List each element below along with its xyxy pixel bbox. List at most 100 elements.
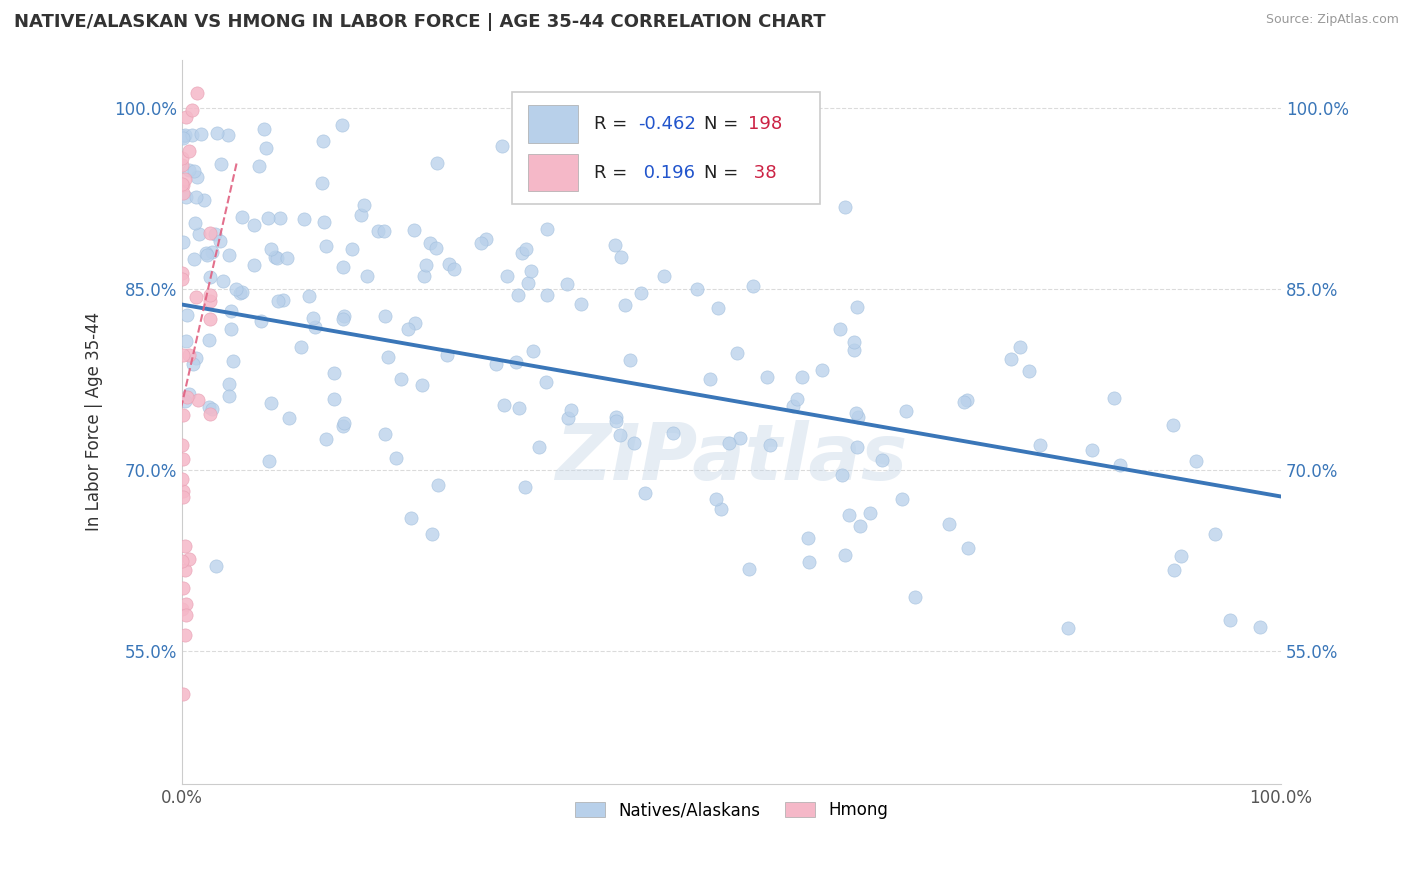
Point — [198, 333, 221, 347]
Point — [198, 226, 221, 240]
Point — [413, 268, 436, 283]
Point — [204, 227, 226, 242]
Point — [834, 200, 856, 214]
Point — [179, 163, 201, 178]
Point — [373, 224, 395, 238]
Point — [426, 156, 449, 170]
Point — [254, 140, 277, 154]
Point — [427, 478, 450, 492]
Text: R =: R = — [595, 115, 633, 133]
Point — [491, 139, 513, 153]
Point — [891, 491, 914, 506]
Point — [830, 322, 852, 336]
Point — [1081, 442, 1104, 457]
Point — [838, 508, 860, 523]
Point — [173, 539, 195, 553]
Point — [172, 687, 194, 701]
Point — [204, 558, 226, 573]
Point — [374, 310, 396, 324]
Point — [172, 177, 194, 191]
Point — [330, 118, 353, 132]
Point — [513, 480, 536, 494]
Point — [536, 222, 558, 236]
Point — [396, 322, 419, 336]
Point — [172, 131, 194, 145]
Point — [195, 248, 218, 262]
Point — [231, 285, 253, 299]
Point — [186, 290, 208, 304]
Point — [437, 257, 460, 271]
Point — [630, 285, 652, 300]
Point — [845, 440, 868, 454]
Point — [174, 190, 197, 204]
Point — [505, 355, 527, 369]
Point — [173, 582, 195, 596]
Point — [725, 346, 748, 360]
Point — [266, 252, 288, 266]
Point — [718, 436, 741, 450]
Point — [844, 343, 866, 358]
Point — [231, 210, 253, 224]
Point — [198, 401, 221, 415]
Point — [1029, 438, 1052, 452]
Point — [257, 211, 280, 226]
Point — [314, 215, 336, 229]
Point — [172, 408, 194, 422]
Point — [402, 223, 425, 237]
Point — [623, 436, 645, 450]
Point — [662, 426, 685, 441]
Point — [756, 370, 779, 384]
Point — [298, 289, 321, 303]
Point — [1000, 351, 1022, 366]
Point — [177, 145, 200, 159]
Point — [276, 251, 298, 265]
Point — [176, 390, 198, 404]
Point — [177, 387, 200, 401]
Point — [399, 510, 422, 524]
Point — [188, 227, 211, 241]
Point — [172, 235, 194, 250]
Point — [323, 392, 346, 406]
Point — [183, 164, 205, 178]
Point — [312, 134, 335, 148]
Point — [519, 263, 541, 277]
Text: -0.462: -0.462 — [638, 115, 696, 133]
Point — [172, 272, 194, 286]
Point — [831, 468, 853, 483]
Point — [201, 245, 224, 260]
Point — [315, 432, 337, 446]
Point — [249, 314, 271, 328]
Text: 0.196: 0.196 — [638, 163, 695, 182]
Point — [193, 193, 215, 207]
FancyBboxPatch shape — [529, 105, 578, 143]
Point — [218, 389, 240, 403]
Point — [425, 241, 447, 255]
Point — [183, 252, 205, 266]
Point — [704, 491, 727, 506]
Legend: Natives/Alaskans, Hmong: Natives/Alaskans, Hmong — [568, 795, 896, 826]
Point — [290, 340, 312, 354]
Point — [176, 308, 198, 322]
Point — [536, 287, 558, 301]
Text: N =: N = — [704, 163, 744, 182]
Point — [419, 236, 441, 251]
Point — [177, 348, 200, 362]
Point — [181, 357, 204, 371]
Point — [609, 427, 631, 442]
Point — [786, 392, 808, 406]
Point — [172, 554, 194, 568]
Point — [225, 282, 247, 296]
Point — [956, 392, 979, 407]
Point — [200, 269, 222, 284]
Point — [172, 151, 194, 165]
Point — [799, 556, 821, 570]
Point — [184, 351, 207, 365]
Point — [536, 375, 558, 389]
Point — [529, 440, 551, 454]
Point — [219, 304, 242, 318]
Point — [187, 393, 209, 408]
Point — [555, 277, 578, 292]
Point — [782, 399, 804, 413]
Point — [436, 348, 458, 362]
Point — [759, 437, 782, 451]
